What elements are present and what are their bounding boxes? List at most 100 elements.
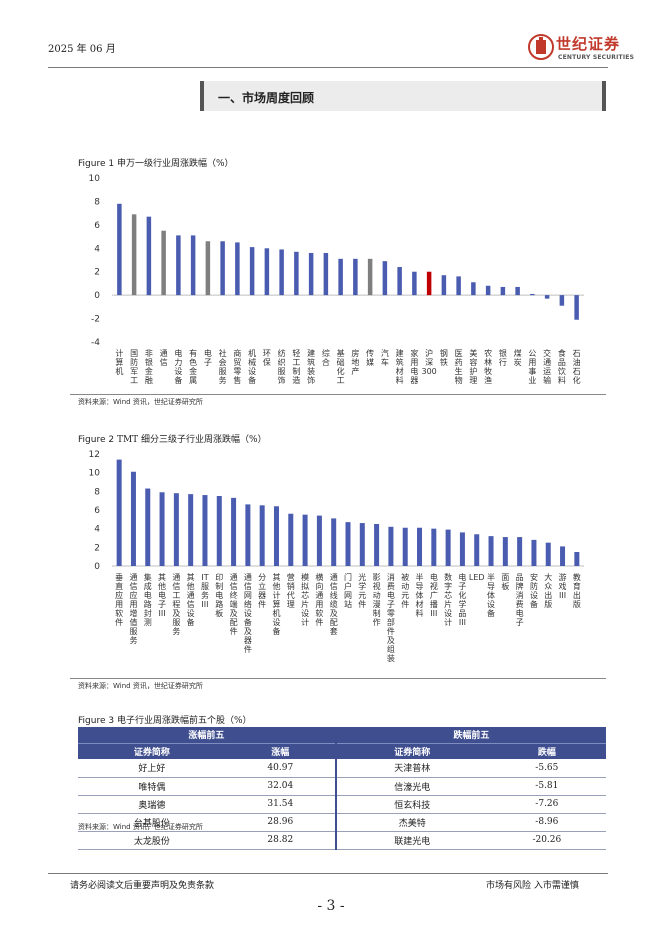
y-tick-label: 10 xyxy=(89,174,101,184)
x-tick-label: 分立器件 xyxy=(258,573,266,609)
figure2-chart: 0 2 4 6 8 10 12 垂直应用软件 通信应用增值服务 集成电路封测 其他电子 III 通信工程… xyxy=(70,444,606,680)
bar xyxy=(345,522,351,566)
x-tick-label: 被动元件 xyxy=(401,572,409,609)
x-tick-label: 纺织服饰 xyxy=(278,348,286,385)
loss-stock-name: 信濠光电 xyxy=(334,777,488,796)
bar xyxy=(116,459,122,566)
gain-stock-name: 奥瑞德 xyxy=(78,795,226,814)
bar xyxy=(402,527,408,566)
loss-stock-value: -5.81 xyxy=(487,777,606,796)
x-tick-label: 光学元件 xyxy=(358,572,366,609)
x-tick-label: 商贸零售 xyxy=(233,348,241,385)
bar xyxy=(308,252,314,296)
x-tick-label: 农林牧渔 xyxy=(484,348,492,385)
x-tick-label: 横向通用软件 xyxy=(315,572,323,627)
x-tick-label: 通信工程及服务 xyxy=(172,572,180,636)
x-tick-label: 面板 xyxy=(501,573,509,591)
gain-group-header: 涨幅前五 xyxy=(78,727,336,743)
x-tick-label: 品牌消费电子 xyxy=(516,573,524,627)
x-tick-label: 非银金融 xyxy=(145,348,153,385)
bar xyxy=(264,248,270,296)
bar xyxy=(412,271,417,296)
section-bar-left xyxy=(200,81,204,111)
bar xyxy=(159,492,165,566)
bar xyxy=(173,493,179,566)
figure2-caption: TMT 细分三级子行业周涨跌幅（%） xyxy=(116,435,267,445)
figure1-source: 资料来源：Wind 资讯，世纪证券研究所 xyxy=(78,398,203,406)
gain-stock-name: 好上好 xyxy=(78,759,226,778)
bar xyxy=(359,523,365,566)
bar xyxy=(331,518,337,566)
bar xyxy=(474,534,480,566)
y-tick-label: 8 xyxy=(94,197,100,207)
bar xyxy=(545,542,551,566)
bar xyxy=(515,286,520,296)
bar xyxy=(161,230,166,296)
x-tick-label: 国防军工 xyxy=(130,349,138,385)
x-tick-label: 医药生物 xyxy=(455,349,463,385)
table-row: 奥瑞德 31.54 恒玄科技 -7.26 xyxy=(78,795,606,814)
bar xyxy=(353,258,358,296)
loss-stock-name: 恒玄科技 xyxy=(334,795,488,814)
y-tick-label: 0 xyxy=(94,562,100,572)
footer-disclaimer: 请务必阅读文后重要声明及免责条款 xyxy=(70,881,215,891)
figure2-label: Figure 2 xyxy=(78,435,115,445)
bar xyxy=(456,276,461,296)
x-tick-label: 模拟芯片设计 xyxy=(301,572,309,627)
y-tick-label: 4 xyxy=(94,525,100,535)
y-tick-label: 0 xyxy=(94,291,100,301)
logo-emblem-icon xyxy=(528,34,554,60)
bar xyxy=(517,537,523,566)
y-tick-label: 6 xyxy=(94,221,100,231)
bar xyxy=(338,258,343,296)
bar xyxy=(382,261,388,296)
figure2-title: Figure 2 TMT 细分三级子行业周涨跌幅（%） xyxy=(78,432,267,445)
x-tick-label: 轻工制造 xyxy=(292,348,300,385)
figure1-svg: -4 -2 0 2 4 6 8 10 计算机国防军工非银金融通信电力设备有色金属电子社会服务商贸… xyxy=(89,174,584,385)
figure1-title: Figure 1 申万一级行业周涨跌幅（%） xyxy=(78,156,234,169)
gain-stock-name: 太龙股份 xyxy=(78,831,226,850)
loss-stock-value: -20.26 xyxy=(487,831,606,850)
bar xyxy=(531,539,537,566)
bar xyxy=(130,471,136,566)
x-tick-label: 家用电器 xyxy=(410,348,418,385)
x-tick-label: 半导体设备 xyxy=(487,572,495,618)
loss-value-header: 跌幅 xyxy=(487,742,606,759)
bar xyxy=(176,235,181,296)
y-tick-label: -2 xyxy=(91,315,100,325)
bar xyxy=(190,235,196,296)
loss-stock-name: 联建光电 xyxy=(334,831,488,850)
x-tick-label: 环保 xyxy=(263,349,271,367)
loss-stock-name: 杰美特 xyxy=(334,813,488,832)
x-tick-label: 通信 xyxy=(160,348,168,367)
bar xyxy=(249,247,255,296)
x-tick-label: 机械设备 xyxy=(248,348,256,385)
bar xyxy=(205,241,211,296)
loss-name-header: 证券简称 xyxy=(334,742,488,759)
bar xyxy=(273,506,279,566)
figure1-label: Figure 1 xyxy=(78,159,115,169)
bar xyxy=(231,497,237,566)
x-tick-label: 门户网站 xyxy=(344,572,352,609)
y-tick-label: 4 xyxy=(94,244,100,254)
bar xyxy=(500,286,506,296)
bar xyxy=(323,252,329,296)
loss-stock-value: -5.65 xyxy=(487,759,606,778)
x-tick-label: 通信应用增值服务 xyxy=(129,572,137,645)
x-tick-label: 影视动漫制作 xyxy=(373,572,381,627)
y-tick-label: 2 xyxy=(94,543,100,553)
x-tick-label: 公用事业 xyxy=(528,349,536,385)
footer-risk-note: 市场有风险 入市需谨慎 xyxy=(486,881,579,891)
y-tick-label: 6 xyxy=(94,506,100,516)
x-tick-label: 消费电子零部件及组装 xyxy=(387,572,395,663)
bar xyxy=(445,529,451,566)
bar xyxy=(574,295,579,320)
bar xyxy=(235,242,240,296)
bar xyxy=(426,271,432,296)
bar xyxy=(544,295,550,299)
x-tick-label: IT 服务 III xyxy=(201,573,209,609)
x-tick-label: 通信线缆及配套 xyxy=(330,572,338,636)
bar xyxy=(559,295,565,306)
bar xyxy=(388,526,394,566)
